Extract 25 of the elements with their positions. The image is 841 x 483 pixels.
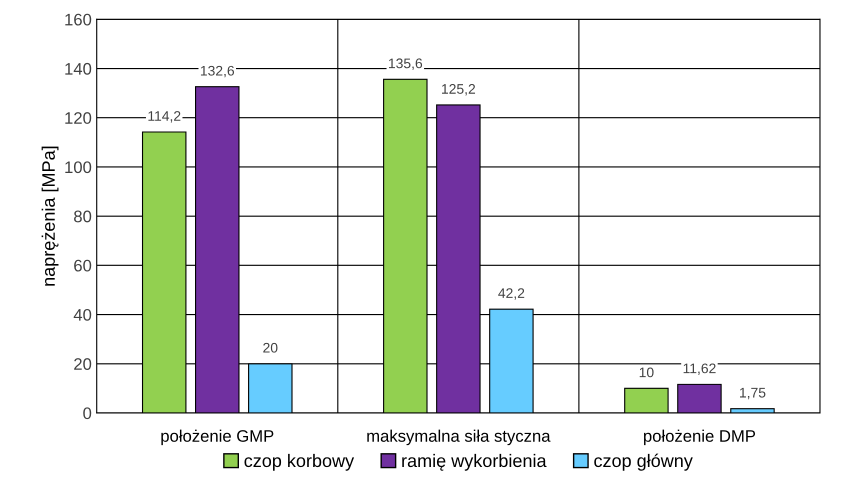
y-tick-label: 140 <box>65 62 92 75</box>
legend-label: ramię wykorbienia <box>402 454 547 471</box>
x-tick-label: położenie DMP <box>644 430 756 446</box>
data-label: 135,6 <box>388 58 422 70</box>
x-tick-label: maksymalna siła styczna <box>367 430 551 446</box>
data-label: 125,2 <box>442 84 476 96</box>
legend-label: czop główny <box>594 454 693 471</box>
data-label: 114,2 <box>148 111 180 123</box>
y-tick-label: 20 <box>74 358 92 370</box>
data-label: 42,2 <box>498 288 524 300</box>
y-tick-label: 0 <box>83 407 92 420</box>
y-tick-label: 100 <box>65 161 92 174</box>
data-label: 10 <box>640 367 654 378</box>
y-tick-label: 160 <box>65 14 92 26</box>
data-label: 11,62 <box>684 363 716 375</box>
y-tick-label: 120 <box>65 112 92 124</box>
data-label: 132,6 <box>200 66 234 78</box>
data-label: 1,75 <box>740 388 766 400</box>
legend-label: czop korbowy <box>244 454 354 471</box>
y-axis-title: naprężenia [MPa] <box>42 146 58 286</box>
x-tick-label: położenie GMP <box>161 430 274 446</box>
y-tick-label: 40 <box>74 308 92 321</box>
y-tick-label: 80 <box>74 210 92 222</box>
data-label: 20 <box>263 342 278 353</box>
y-tick-label: 60 <box>74 260 92 272</box>
